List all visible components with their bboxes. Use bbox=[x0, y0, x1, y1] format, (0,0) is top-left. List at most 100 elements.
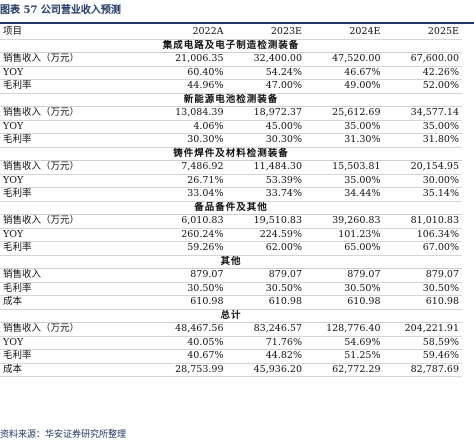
value-cell: 20,154.95 bbox=[383, 160, 462, 175]
value-cell: 45,936.20 bbox=[226, 363, 305, 377]
section-header-row: 总计 bbox=[0, 309, 462, 323]
value-cell: 32,400.00 bbox=[226, 52, 305, 67]
section-title: 铸件焊件及材料检测装备 bbox=[0, 147, 462, 161]
value-cell: 51.25% bbox=[305, 349, 384, 364]
value-cell: 13,084.39 bbox=[148, 106, 227, 121]
row-label: 毛利率 bbox=[0, 133, 148, 148]
table-row: 销售收入（万元） 48,467.56 83,246.57 128,776.40 204,… bbox=[0, 322, 462, 337]
value-cell: 44.96% bbox=[148, 79, 227, 94]
value-cell: 59.26% bbox=[148, 241, 227, 256]
value-cell: 224.59% bbox=[226, 228, 305, 242]
row-label: YOY bbox=[0, 336, 148, 350]
value-cell: 46.67% bbox=[305, 66, 384, 80]
value-cell: 30.50% bbox=[305, 282, 384, 296]
row-label: YOY bbox=[0, 66, 148, 80]
table-row: 毛利率 33.04% 33.74% 34.44% 35.14% bbox=[0, 187, 462, 202]
value-cell: 82,787.69 bbox=[383, 363, 462, 377]
row-label: 毛利率 bbox=[0, 187, 148, 202]
value-cell: 28,753.99 bbox=[148, 363, 227, 377]
section-title: 新能源电池检测装备 bbox=[0, 93, 462, 107]
value-cell: 128,776.40 bbox=[305, 322, 384, 337]
value-cell: 71.76% bbox=[226, 336, 305, 350]
title-rule bbox=[0, 22, 474, 24]
table-row: YOY 40.05% 71.76% 54.69% 58.59% bbox=[0, 336, 462, 350]
row-label: 成本 bbox=[0, 295, 148, 310]
value-cell: 42.26% bbox=[383, 66, 462, 80]
row-label: 毛利率 bbox=[0, 241, 148, 256]
table-row: YOY 260.24% 224.59% 101.23% 106.34% bbox=[0, 228, 462, 242]
table-row: 毛利率 30.50% 30.50% 30.50% 30.50% bbox=[0, 282, 462, 296]
section-title: 总计 bbox=[0, 309, 462, 323]
table-row: 毛利率 30.30% 30.30% 31.30% 31.80% bbox=[0, 133, 462, 148]
value-cell: 610.98 bbox=[148, 295, 227, 310]
table-body: 项目 2022A 2023E 2024E 2025E 集成电路及电子制造检测装备… bbox=[0, 26, 462, 377]
value-cell: 879.07 bbox=[226, 268, 305, 283]
section-title: 集成电路及电子制造检测装备 bbox=[0, 39, 462, 53]
table-row: YOY 4.06% 45.00% 35.00% 35.00% bbox=[0, 120, 462, 134]
value-cell: 11,484.30 bbox=[226, 160, 305, 175]
value-cell: 610.98 bbox=[226, 295, 305, 310]
value-cell: 45.00% bbox=[226, 120, 305, 134]
value-cell: 610.98 bbox=[383, 295, 462, 310]
value-cell: 6,010.83 bbox=[148, 214, 227, 229]
value-cell: 30.50% bbox=[148, 282, 227, 296]
value-cell: 83,246.57 bbox=[226, 322, 305, 337]
header-year: 2023E bbox=[226, 26, 305, 40]
section-header-row: 备品备件及其他 bbox=[0, 201, 462, 215]
value-cell: 58.59% bbox=[383, 336, 462, 350]
value-cell: 19,510.83 bbox=[226, 214, 305, 229]
section-title: 其他 bbox=[0, 255, 462, 269]
value-cell: 260.24% bbox=[148, 228, 227, 242]
value-cell: 106.34% bbox=[383, 228, 462, 242]
value-cell: 54.24% bbox=[226, 66, 305, 80]
value-cell: 40.05% bbox=[148, 336, 227, 350]
value-cell: 35.00% bbox=[305, 174, 384, 188]
value-cell: 34,577.14 bbox=[383, 106, 462, 121]
value-cell: 30.50% bbox=[383, 282, 462, 296]
row-label: 成本 bbox=[0, 363, 148, 377]
value-cell: 47,520.00 bbox=[305, 52, 384, 67]
header-year: 2024E bbox=[305, 26, 384, 40]
row-label: YOY bbox=[0, 228, 148, 242]
row-label: 毛利率 bbox=[0, 282, 148, 296]
value-cell: 67.00% bbox=[383, 241, 462, 256]
value-cell: 26.71% bbox=[148, 174, 227, 188]
table-row: 销售收入（万元） 6,010.83 19,510.83 39,260.83 81,010… bbox=[0, 214, 462, 229]
section-header-row: 铸件焊件及材料检测装备 bbox=[0, 147, 462, 161]
table-row: 销售收入（万元） 13,084.39 18,972.37 25,612.69 34,57… bbox=[0, 106, 462, 121]
value-cell: 30.30% bbox=[226, 133, 305, 148]
value-cell: 49.00% bbox=[305, 79, 384, 94]
value-cell: 34.44% bbox=[305, 187, 384, 202]
section-title: 备品备件及其他 bbox=[0, 201, 462, 215]
value-cell: 39,260.83 bbox=[305, 214, 384, 229]
table-row: 毛利率 40.67% 44.82% 51.25% 59.46% bbox=[0, 349, 462, 364]
value-cell: 610.98 bbox=[305, 295, 384, 310]
row-label: 销售收入（万元） bbox=[0, 160, 148, 175]
table-row: 销售收入（万元） 21,006.35 32,400.00 47,520.00 67,60… bbox=[0, 52, 462, 67]
value-cell: 62.00% bbox=[226, 241, 305, 256]
table-row: 销售收入（万元） 7,486.92 11,484.30 15,503.81 20,154… bbox=[0, 160, 462, 175]
row-label: 销售收入（万元） bbox=[0, 214, 148, 229]
value-cell: 60.40% bbox=[148, 66, 227, 80]
table-row: 成本 610.98 610.98 610.98 610.98 bbox=[0, 295, 462, 310]
value-cell: 33.74% bbox=[226, 187, 305, 202]
value-cell: 879.07 bbox=[383, 268, 462, 283]
source-note: 资料来源：华安证券研究所整理 bbox=[0, 430, 127, 440]
header-item: 项目 bbox=[0, 26, 148, 40]
value-cell: 35.00% bbox=[383, 120, 462, 134]
table-row: YOY 26.71% 53.39% 35.00% 30.00% bbox=[0, 174, 462, 188]
value-cell: 4.06% bbox=[148, 120, 227, 134]
value-cell: 30.30% bbox=[148, 133, 227, 148]
value-cell: 31.30% bbox=[305, 133, 384, 148]
value-cell: 21,006.35 bbox=[148, 52, 227, 67]
table-row: 销售收入 879.07 879.07 879.07 879.07 bbox=[0, 268, 462, 283]
value-cell: 65.00% bbox=[305, 241, 384, 256]
section-header-row: 新能源电池检测装备 bbox=[0, 93, 462, 107]
row-label: 销售收入（万元） bbox=[0, 322, 148, 337]
row-label: 毛利率 bbox=[0, 349, 148, 364]
value-cell: 81,010.83 bbox=[383, 214, 462, 229]
value-cell: 7,486.92 bbox=[148, 160, 227, 175]
value-cell: 35.00% bbox=[305, 120, 384, 134]
value-cell: 879.07 bbox=[305, 268, 384, 283]
table-row: 成本 28,753.99 45,936.20 62,772.29 82,787.69 bbox=[0, 363, 462, 377]
